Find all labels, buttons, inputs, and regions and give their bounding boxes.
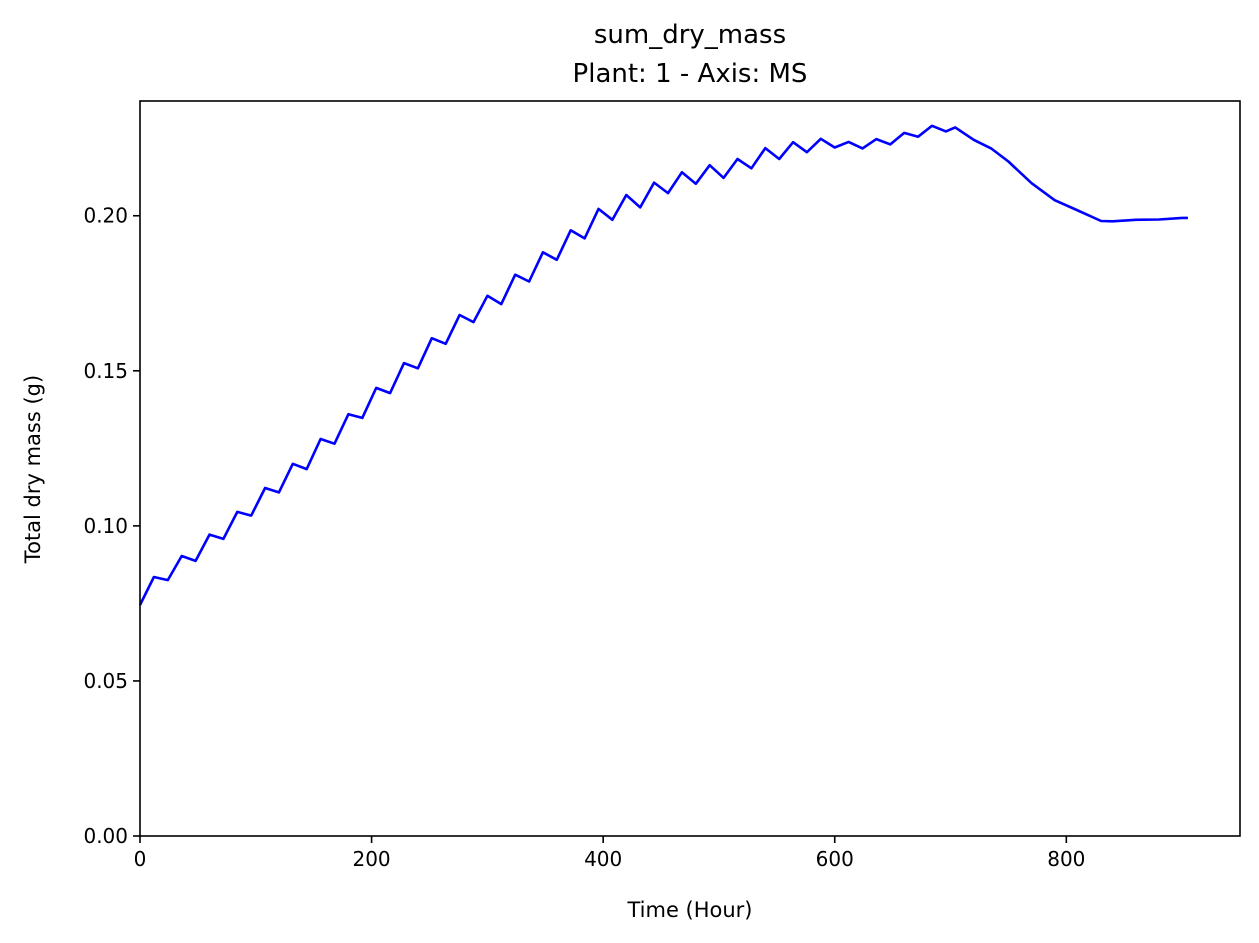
axis-ticks: 0 200 400 600 800 0.00 0.05 0.10 0.15 0.20 <box>83 204 1085 871</box>
chart-title: sum_dry_mass <box>594 20 786 50</box>
y-axis-label: Total dry mass (g) <box>21 375 45 564</box>
y-tick-label: 0.15 <box>83 359 128 383</box>
chart-subtitle: Plant: 1 - Axis: MS <box>573 59 808 89</box>
x-tick-label: 200 <box>352 847 390 871</box>
x-tick-label: 0 <box>134 847 147 871</box>
y-tick-label: 0.10 <box>83 514 128 538</box>
plot-area <box>138 100 1241 837</box>
x-tick-label: 600 <box>816 847 854 871</box>
x-axis-label: Time (Hour) <box>626 898 752 922</box>
series-line-0 <box>138 124 1188 606</box>
x-tick-label: 400 <box>584 847 622 871</box>
x-tick-label: 800 <box>1047 847 1085 871</box>
y-tick-label: 0.20 <box>83 204 128 228</box>
y-tick-label: 0.00 <box>83 824 128 848</box>
axes-frame <box>139 100 1241 837</box>
y-tick-label: 0.05 <box>83 669 128 693</box>
